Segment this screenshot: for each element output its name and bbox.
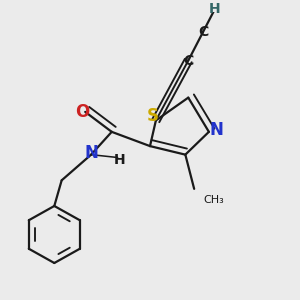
Text: C: C	[198, 25, 208, 39]
Text: CH₃: CH₃	[203, 195, 224, 205]
Text: H: H	[113, 153, 125, 167]
Text: N: N	[84, 144, 98, 162]
Text: C: C	[183, 54, 194, 68]
Text: O: O	[75, 103, 89, 121]
Text: S: S	[146, 107, 158, 125]
Text: H: H	[209, 2, 220, 16]
Text: N: N	[209, 121, 223, 139]
